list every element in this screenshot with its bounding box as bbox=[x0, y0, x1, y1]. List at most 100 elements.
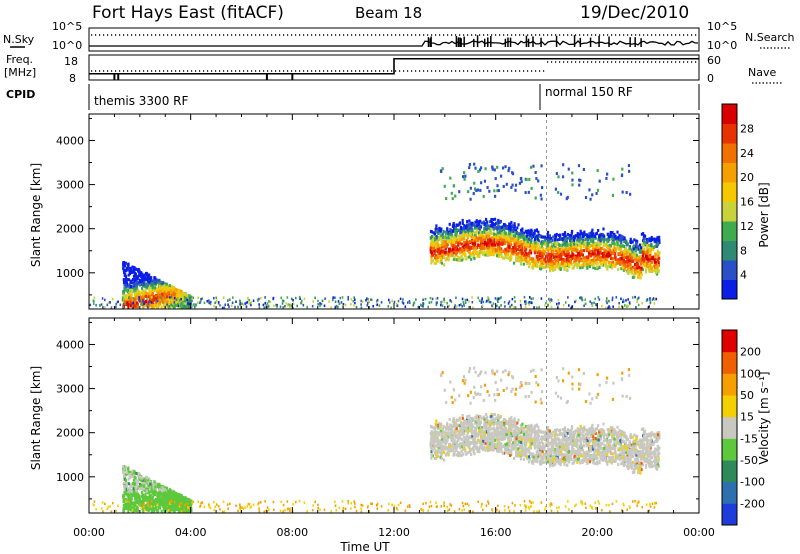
data-cell bbox=[540, 297, 543, 300]
data-cell bbox=[140, 279, 143, 283]
data-cell bbox=[620, 244, 624, 248]
data-cell bbox=[605, 254, 608, 258]
data-cell bbox=[478, 227, 481, 231]
data-cell bbox=[390, 306, 392, 310]
data-cell bbox=[441, 255, 444, 259]
data-cell bbox=[122, 472, 126, 476]
data-cell bbox=[523, 231, 526, 235]
data-cell bbox=[519, 176, 523, 180]
data-cell bbox=[347, 295, 350, 299]
data-cell bbox=[121, 298, 124, 302]
data-cell bbox=[644, 270, 648, 274]
data-cell bbox=[525, 244, 528, 248]
data-cell bbox=[476, 224, 479, 228]
data-cell bbox=[183, 304, 186, 308]
data-cell bbox=[511, 237, 515, 241]
data-cell bbox=[127, 298, 130, 302]
data-cell bbox=[534, 258, 537, 262]
data-cell bbox=[594, 266, 597, 270]
data-cell bbox=[434, 254, 437, 258]
data-cell bbox=[419, 303, 422, 307]
data-cell bbox=[459, 231, 462, 235]
data-cell bbox=[541, 186, 544, 190]
data-cell bbox=[553, 240, 557, 244]
data-cell bbox=[151, 293, 154, 297]
data-cell bbox=[489, 224, 492, 228]
data-cell bbox=[158, 493, 161, 497]
data-cell bbox=[213, 304, 215, 308]
data-cell bbox=[516, 236, 519, 240]
data-cell bbox=[619, 244, 622, 248]
data-cell bbox=[429, 246, 432, 250]
data-cell bbox=[639, 276, 642, 280]
data-cell bbox=[168, 305, 171, 308]
data-cell bbox=[140, 295, 143, 299]
data-cell bbox=[590, 233, 594, 237]
data-cell bbox=[634, 245, 637, 249]
data-cell bbox=[471, 246, 475, 250]
data-cell bbox=[456, 234, 459, 238]
data-cell bbox=[445, 250, 448, 254]
data-cell bbox=[449, 252, 452, 256]
data-cell bbox=[486, 220, 489, 224]
data-cell bbox=[643, 237, 646, 241]
power-cbar-tick: 16 bbox=[740, 196, 754, 209]
data-cell bbox=[452, 184, 456, 188]
data-cell bbox=[566, 250, 569, 254]
data-cell bbox=[493, 239, 496, 243]
data-cell bbox=[468, 248, 471, 252]
data-cell bbox=[626, 255, 630, 259]
data-cell bbox=[171, 296, 175, 300]
data-cell bbox=[106, 303, 109, 307]
data-cell bbox=[160, 509, 163, 513]
data-cell bbox=[496, 298, 499, 301]
data-cell bbox=[546, 230, 550, 234]
data-cell bbox=[319, 304, 321, 308]
data-cell bbox=[464, 298, 467, 302]
data-cell bbox=[607, 306, 609, 310]
data-cell bbox=[585, 247, 588, 251]
data-cell bbox=[501, 228, 504, 232]
cpid-segment-2: normal 150 RF bbox=[545, 85, 633, 99]
data-cell bbox=[127, 502, 130, 506]
data-cell bbox=[409, 301, 411, 305]
data-cell bbox=[618, 305, 620, 309]
data-cell bbox=[589, 254, 593, 258]
data-cell bbox=[466, 220, 469, 224]
data-cell bbox=[448, 247, 451, 251]
data-cell bbox=[643, 257, 647, 261]
data-cell bbox=[172, 509, 176, 513]
data-cell bbox=[498, 306, 501, 309]
data-cell bbox=[168, 298, 171, 302]
data-cell bbox=[457, 234, 461, 238]
data-cell bbox=[167, 285, 170, 289]
data-cell bbox=[138, 269, 141, 273]
data-cell bbox=[215, 300, 218, 303]
noise-search-label: N.Search bbox=[745, 31, 795, 44]
data-cell bbox=[123, 271, 126, 275]
data-cell bbox=[495, 241, 498, 245]
data-cell bbox=[546, 244, 549, 248]
data-cell bbox=[206, 299, 209, 303]
data-cell bbox=[154, 281, 157, 285]
data-cell bbox=[563, 262, 566, 266]
data-cell bbox=[567, 255, 570, 259]
data-cell bbox=[535, 262, 539, 266]
data-cell bbox=[646, 239, 649, 243]
data-cell bbox=[538, 235, 541, 239]
data-cell bbox=[471, 300, 474, 304]
data-cell bbox=[559, 250, 562, 254]
data-cell bbox=[463, 171, 466, 175]
data-cell bbox=[588, 232, 591, 236]
data-cell bbox=[469, 197, 472, 201]
data-cell bbox=[538, 264, 541, 268]
data-cell bbox=[592, 248, 595, 252]
data-cell bbox=[128, 269, 131, 273]
data-cell bbox=[567, 251, 570, 255]
data-cell bbox=[127, 300, 131, 304]
data-cell bbox=[642, 232, 645, 236]
data-cell bbox=[430, 261, 433, 265]
data-cell bbox=[151, 495, 154, 499]
frequency-trace bbox=[89, 57, 699, 75]
